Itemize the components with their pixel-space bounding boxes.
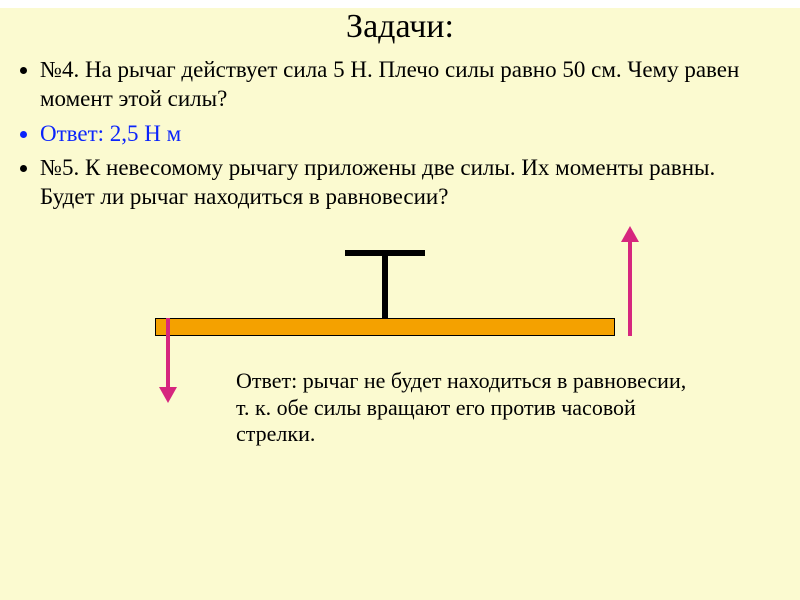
problem-list: №4. На рычаг действует сила 5 Н. Плечо с… (32, 56, 800, 212)
lever-bar (155, 318, 615, 336)
force-arrow-right-head (621, 226, 639, 242)
slide: Задачи: №4. На рычаг действует сила 5 Н.… (0, 8, 800, 600)
slide-title: Задачи: (0, 8, 800, 46)
problem-5: №5. К невесомому рычагу приложены две си… (40, 154, 760, 212)
problem-5-answer: Ответ: рычаг не будет находиться в равно… (236, 368, 696, 448)
fulcrum-stem (382, 250, 388, 318)
force-arrow-left-stem (166, 318, 170, 389)
force-arrow-right-stem (628, 240, 632, 336)
lever-diagram: Ответ: рычаг не будет находиться в равно… (0, 218, 800, 438)
problem-4-answer: Ответ: 2,5 Н м (40, 120, 760, 149)
force-arrow-left-head (159, 387, 177, 403)
problem-4: №4. На рычаг действует сила 5 Н. Плечо с… (40, 56, 760, 114)
